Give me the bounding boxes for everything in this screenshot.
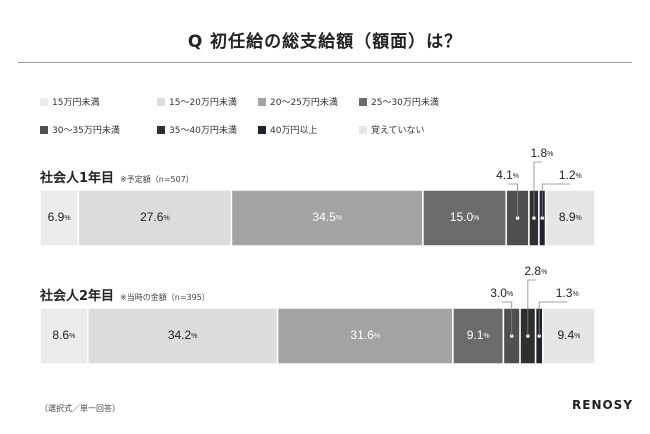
bar-segment	[276, 307, 454, 365]
data-label: 9.4%	[557, 328, 580, 342]
legend-swatch	[258, 125, 266, 134]
legend-swatch	[157, 125, 165, 134]
bar-segment	[39, 307, 89, 365]
legend-swatch	[157, 97, 165, 106]
legend-item: 15〜20万円未満	[157, 95, 237, 108]
callout-line	[527, 279, 536, 336]
legend-label: 40万円以上	[270, 126, 318, 136]
legend-item: 15万円未満	[40, 95, 99, 108]
row-note: ※当時の金額（n=395）	[120, 293, 210, 302]
legend-label: 覚えていない	[371, 126, 425, 136]
footnote: （選択式／単一回答）	[40, 404, 120, 413]
legend-swatch	[258, 97, 266, 106]
bar-segment	[542, 307, 596, 365]
data-label: 31.6%	[350, 328, 380, 342]
bar-segment	[422, 189, 507, 247]
row-label-year1: 社会人1年目 ※予定額（n=507）	[40, 167, 194, 186]
callout-line	[533, 161, 542, 218]
legend-label: 15〜20万円未満	[169, 98, 237, 108]
callout-label: 2.8%	[524, 264, 547, 278]
callout-label: 1.3%	[556, 286, 579, 300]
legend-item: 25〜30万円未満	[359, 95, 439, 108]
legend-label: 30〜35万円未満	[52, 126, 120, 136]
callout-line	[507, 183, 518, 218]
legend-swatch	[40, 97, 48, 106]
bar-segment	[230, 189, 424, 247]
legend-label: 25〜30万円未満	[371, 98, 439, 108]
legend-swatch	[359, 97, 367, 106]
callout-label: 1.8%	[530, 146, 553, 160]
data-label: 34.5%	[312, 210, 342, 224]
callout-label: 1.2%	[559, 168, 582, 182]
row-title: 社会人2年目	[40, 289, 115, 304]
data-label: 6.9%	[48, 210, 71, 224]
callout-label: 3.0%	[490, 286, 513, 300]
data-label: 34.2%	[168, 328, 198, 342]
data-label: 8.9%	[559, 210, 582, 224]
callout-line	[538, 301, 568, 336]
data-label: 15.0%	[450, 210, 480, 224]
data-label: 8.6%	[52, 328, 75, 342]
brand-logo: RENOSY	[572, 398, 634, 412]
legend-swatch	[40, 125, 48, 134]
legend-item: 30〜35万円未満	[40, 123, 120, 136]
legend-item: 20〜25万円未満	[258, 95, 338, 108]
legend-label: 20〜25万円未満	[270, 98, 338, 108]
data-label: 27.6%	[140, 210, 170, 224]
bar-segment	[452, 307, 505, 365]
callout-line	[501, 301, 513, 336]
bar-segment	[544, 189, 596, 247]
bar-segment	[39, 189, 80, 247]
bar-segment	[86, 307, 279, 365]
data-label: 9.1%	[467, 328, 490, 342]
legend-label: 15万円未満	[52, 98, 100, 108]
row-note: ※予定額（n=507）	[120, 175, 194, 184]
callout-label: 4.1%	[496, 168, 519, 182]
title-divider	[18, 62, 632, 63]
bar-segment	[77, 189, 233, 247]
legend-item: 35〜40万円未満	[157, 123, 237, 136]
chart-title: Q 初任給の総支給額（額面）は？	[187, 32, 463, 52]
legend-swatch	[359, 125, 367, 134]
callout-line	[541, 183, 571, 218]
row-label-year2: 社会人2年目 ※当時の金額（n=395）	[40, 285, 210, 304]
legend-item: 40万円以上	[258, 123, 317, 136]
row-title: 社会人1年目	[40, 171, 115, 186]
legend-label: 35〜40万円未満	[169, 126, 237, 136]
legend-item: 覚えていない	[359, 123, 425, 136]
